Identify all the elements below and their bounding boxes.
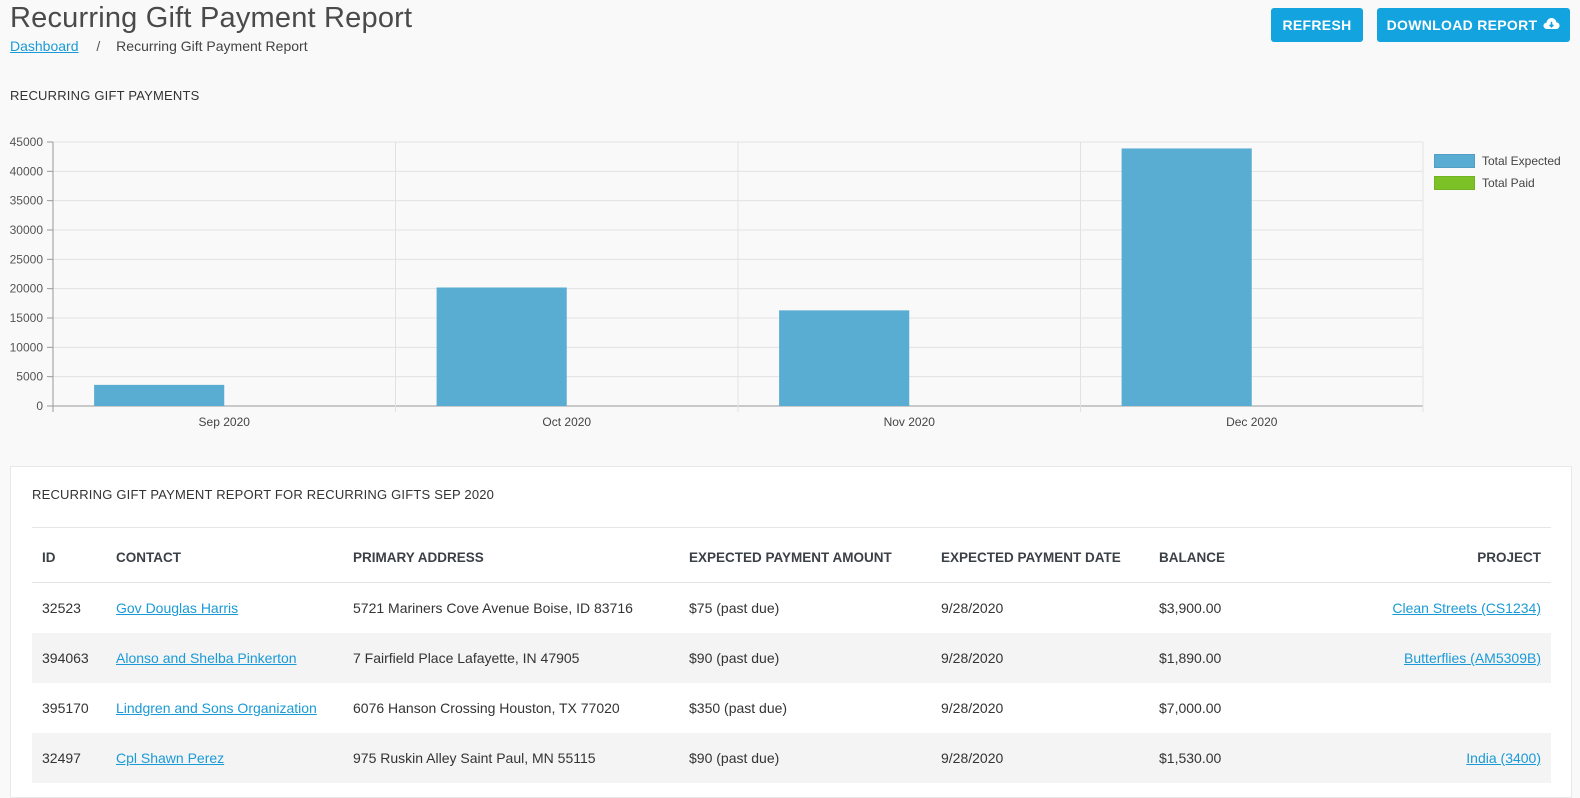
- cell-date: 9/28/2020: [941, 700, 1004, 716]
- y-tick-label: 45000: [10, 135, 44, 149]
- cell-contact: Lindgren and Sons Organization: [106, 683, 343, 733]
- table-row: 32523 Gov Douglas Harris 5721 Mariners C…: [32, 583, 1551, 634]
- breadcrumb: Dashboard / Recurring Gift Payment Repor…: [10, 38, 308, 54]
- chart-section-label: RECURRING GIFT PAYMENTS: [10, 88, 200, 103]
- report-table: ID CONTACT PRIMARY ADDRESS EXPECTED PAYM…: [32, 532, 1551, 783]
- refresh-button-label: REFRESH: [1282, 17, 1352, 33]
- cell-id: 32497: [32, 733, 106, 783]
- cell-project: India (3400): [1339, 733, 1551, 783]
- refresh-button[interactable]: REFRESH: [1271, 8, 1363, 42]
- column-header-primary-address[interactable]: PRIMARY ADDRESS: [343, 532, 679, 583]
- cell-contact: Gov Douglas Harris: [106, 583, 343, 634]
- legend-item-total-paid[interactable]: Total Paid: [1434, 172, 1561, 194]
- y-tick-label: 15000: [10, 311, 44, 325]
- project-link[interactable]: Clean Streets (CS1234): [1392, 600, 1541, 616]
- cell-address: 5721 Mariners Cove Avenue Boise, ID 8371…: [353, 600, 633, 616]
- report-divider: [32, 527, 1551, 528]
- x-tick-label: Sep 2020: [199, 415, 251, 429]
- cell-date: 9/28/2020: [931, 633, 1149, 683]
- legend-swatch-total-paid: [1434, 176, 1475, 190]
- cell-id: 395170: [42, 700, 89, 716]
- cell-date: 9/28/2020: [931, 733, 1149, 783]
- breadcrumb-separator: /: [96, 38, 101, 54]
- bar: [94, 384, 225, 406]
- cell-project: Butterflies (AM5309B): [1339, 633, 1551, 683]
- cloud-download-icon: [1543, 17, 1560, 33]
- cell-balance: $1,530.00: [1149, 733, 1339, 783]
- y-tick-label: 10000: [10, 340, 44, 354]
- column-header-expected-payment-amount[interactable]: EXPECTED PAYMENT AMOUNT: [679, 532, 931, 583]
- project-link[interactable]: Butterflies (AM5309B): [1404, 650, 1541, 666]
- legend-label-total-expected: Total Expected: [1482, 154, 1561, 168]
- column-header-expected-payment-date[interactable]: EXPECTED PAYMENT DATE: [931, 532, 1149, 583]
- legend-label-total-paid: Total Paid: [1482, 176, 1535, 190]
- cell-amount: $90 (past due): [679, 633, 931, 683]
- report-panel: RECURRING GIFT PAYMENT REPORT FOR RECURR…: [10, 466, 1572, 798]
- table-row: 32497 Cpl Shawn Perez 975 Ruskin Alley S…: [32, 733, 1551, 783]
- column-header-id[interactable]: ID: [32, 532, 106, 583]
- report-title: RECURRING GIFT PAYMENT REPORT FOR RECURR…: [32, 487, 495, 502]
- y-tick-label: 20000: [10, 282, 44, 296]
- column-header-balance[interactable]: BALANCE: [1149, 532, 1339, 583]
- table-row: 394063 Alonso and Shelba Pinkerton 7 Fai…: [32, 633, 1551, 683]
- page-title: Recurring Gift Payment Report: [10, 2, 413, 34]
- download-report-button-label: DOWNLOAD REPORT: [1386, 17, 1538, 33]
- cell-address: 6076 Hanson Crossing Houston, TX 77020: [353, 700, 620, 716]
- bar: [779, 310, 910, 406]
- y-tick-label: 25000: [10, 252, 44, 266]
- cell-balance: $3,900.00: [1159, 600, 1222, 616]
- y-tick-label: 0: [36, 399, 43, 413]
- y-tick-label: 30000: [10, 223, 44, 237]
- contact-link[interactable]: Cpl Shawn Perez: [116, 750, 225, 766]
- cell-project: [1339, 683, 1551, 733]
- cell-amount: $90 (past due): [679, 733, 931, 783]
- y-tick-label: 5000: [16, 370, 43, 384]
- column-header-contact[interactable]: CONTACT: [106, 532, 343, 583]
- cell-project: Clean Streets (CS1234): [1339, 583, 1551, 634]
- breadcrumb-dashboard-link[interactable]: Dashboard: [10, 38, 79, 54]
- contact-link[interactable]: Gov Douglas Harris: [116, 600, 239, 616]
- legend-swatch-total-expected: [1434, 154, 1475, 168]
- bar: [436, 287, 567, 406]
- download-report-button[interactable]: DOWNLOAD REPORT: [1377, 8, 1570, 42]
- bar: [1121, 148, 1252, 406]
- chart-legend: Total Expected Total Paid: [1434, 150, 1561, 194]
- table-row: 395170 Lindgren and Sons Organization 60…: [32, 683, 1551, 733]
- contact-link[interactable]: Lindgren and Sons Organization: [116, 700, 317, 716]
- column-header-project[interactable]: PROJECT: [1339, 532, 1551, 583]
- cell-amount: $75 (past due): [689, 600, 780, 616]
- cell-id: 394063: [32, 633, 106, 683]
- breadcrumb-current: Recurring Gift Payment Report: [116, 38, 308, 54]
- cell-address: 975 Ruskin Alley Saint Paul, MN 55115: [343, 733, 679, 783]
- cell-address: 7 Fairfield Place Lafayette, IN 47905: [343, 633, 679, 683]
- y-tick-label: 35000: [10, 194, 44, 208]
- y-tick-label: 40000: [10, 164, 44, 178]
- report-table-header-row: ID CONTACT PRIMARY ADDRESS EXPECTED PAYM…: [32, 532, 1551, 583]
- recurring-gift-payments-chart: 0 5000 10000 15000 20000 25000 30000 35000 40000…: [10, 135, 1424, 429]
- legend-item-total-expected[interactable]: Total Expected: [1434, 150, 1561, 172]
- cell-id: 32523: [42, 600, 81, 616]
- x-tick-label: Oct 2020: [542, 415, 591, 429]
- x-tick-label: Nov 2020: [884, 415, 936, 429]
- cell-contact: Alonso and Shelba Pinkerton: [106, 633, 343, 683]
- x-tick-label: Dec 2020: [1226, 415, 1278, 429]
- cell-amount: $350 (past due): [689, 700, 788, 716]
- cell-contact: Cpl Shawn Perez: [106, 733, 343, 783]
- cell-date: 9/28/2020: [941, 600, 1004, 616]
- cell-balance: $7,000.00: [1159, 700, 1222, 716]
- project-link[interactable]: India (3400): [1466, 750, 1541, 766]
- cell-balance: $1,890.00: [1149, 633, 1339, 683]
- contact-link[interactable]: Alonso and Shelba Pinkerton: [116, 650, 297, 666]
